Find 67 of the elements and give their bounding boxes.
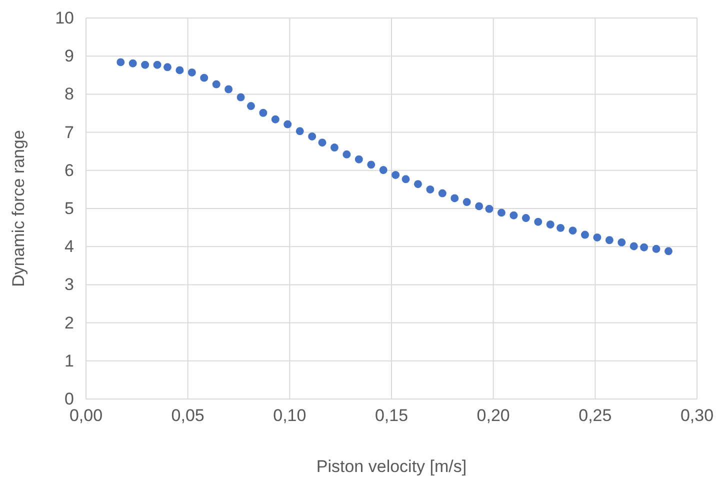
point — [450, 194, 459, 202]
point — [212, 80, 220, 88]
point — [556, 224, 565, 232]
y-axis-title: Dynamic force range — [9, 130, 28, 287]
point — [284, 120, 292, 128]
x-tick-label: 0,00 — [69, 406, 103, 426]
point — [330, 144, 338, 152]
point — [546, 220, 554, 228]
x-tick-label: 0,30 — [680, 406, 714, 426]
y-tick-label: 1 — [64, 351, 74, 370]
point — [296, 127, 304, 136]
point — [640, 243, 648, 252]
point — [354, 155, 363, 164]
y-tick-label: 7 — [64, 122, 74, 142]
y-tick-label: 9 — [64, 46, 74, 66]
point — [580, 230, 589, 239]
point — [618, 238, 626, 246]
point — [271, 115, 280, 124]
point — [426, 185, 434, 194]
point — [128, 59, 137, 68]
x-tick-label: 0,25 — [578, 406, 612, 426]
point — [593, 233, 602, 242]
point — [497, 208, 506, 217]
point — [630, 242, 638, 250]
x-tick-label: 0,05 — [171, 406, 204, 426]
point — [605, 236, 614, 244]
y-tick-label: 5 — [64, 198, 74, 218]
point — [664, 247, 672, 256]
y-tick-label: 0 — [64, 389, 74, 408]
y-tick-label: 3 — [64, 275, 74, 294]
point — [246, 102, 255, 110]
point — [510, 211, 518, 220]
point — [141, 60, 150, 69]
point — [414, 180, 422, 188]
point — [318, 138, 326, 147]
point — [522, 214, 530, 222]
point — [402, 175, 410, 184]
point — [163, 63, 172, 72]
point — [200, 74, 208, 82]
point — [568, 226, 577, 235]
point — [116, 58, 125, 66]
point — [462, 198, 471, 206]
point — [308, 132, 316, 140]
y-tick-label: 4 — [64, 237, 74, 256]
point — [392, 170, 400, 179]
point — [176, 66, 184, 74]
y-tick-label: 10 — [55, 8, 74, 28]
x-tick-label: 0,15 — [374, 406, 408, 426]
point — [438, 189, 446, 198]
point — [259, 108, 268, 117]
x-axis-title: Piston velocity [m/s] — [316, 457, 467, 476]
point — [224, 85, 233, 94]
point — [652, 244, 660, 253]
point — [367, 160, 376, 169]
point — [534, 218, 542, 226]
point — [342, 150, 351, 158]
point — [379, 166, 388, 174]
x-tick-label: 0,20 — [476, 406, 510, 426]
point — [475, 202, 484, 210]
x-tick-label: 0,10 — [273, 406, 306, 426]
y-tick-label: 2 — [64, 313, 74, 332]
y-tick-label: 6 — [64, 160, 74, 180]
point — [485, 204, 494, 213]
point — [236, 93, 245, 102]
y-tick-label: 8 — [64, 84, 74, 104]
point — [153, 60, 162, 69]
point — [188, 68, 196, 76]
